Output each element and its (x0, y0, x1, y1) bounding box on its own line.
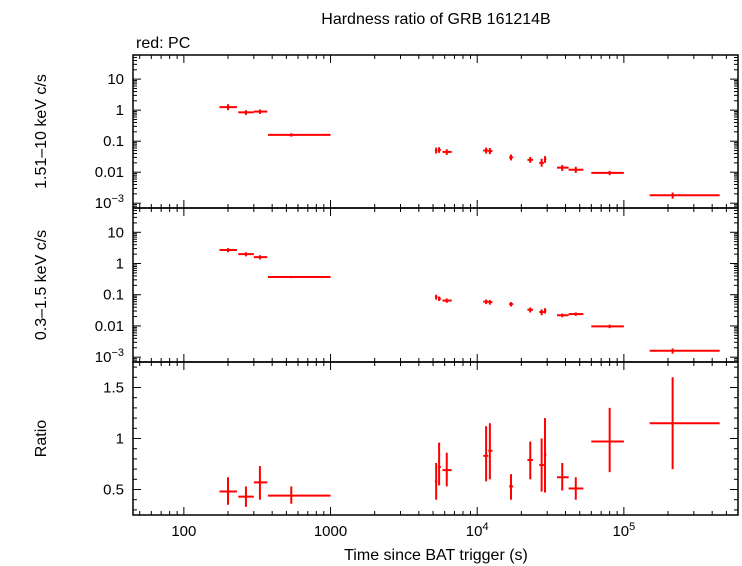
y-tick-label: 1 (116, 431, 124, 448)
data-point (238, 110, 254, 115)
data-point (539, 438, 544, 492)
data-point (442, 149, 452, 155)
x-tick-label: 104 (466, 521, 489, 540)
data-point (509, 154, 514, 161)
y-tick-label: 0.1 (103, 287, 124, 304)
data-point (543, 308, 547, 314)
data-point (437, 147, 441, 153)
data-point (509, 474, 514, 500)
data-point (219, 248, 237, 253)
data-point (219, 104, 237, 111)
data-point (437, 296, 441, 301)
data-point (539, 309, 544, 316)
data-point (509, 302, 514, 307)
data-point (253, 255, 268, 260)
data-point (568, 166, 584, 173)
data-point (539, 158, 544, 167)
data-point (591, 170, 624, 176)
data-point (488, 148, 493, 155)
data-point (238, 486, 254, 507)
data-point (556, 165, 569, 171)
y-tick-label: 0.01 (95, 164, 124, 181)
y-tick-label: 0.01 (95, 318, 124, 335)
data-point (543, 156, 547, 163)
data-point (268, 133, 331, 137)
data-point (483, 426, 489, 482)
y-tick-label: 10 (107, 224, 124, 241)
data-point (483, 299, 489, 305)
y-tick-label: 10−3 (95, 347, 124, 366)
data-point (649, 377, 720, 470)
data-point (238, 252, 254, 257)
data-point (268, 486, 331, 504)
data-point (568, 312, 584, 316)
data-point (556, 462, 569, 491)
data-point (253, 109, 268, 115)
data-point (268, 275, 331, 279)
data-point (543, 418, 547, 493)
data-point (527, 307, 533, 313)
data-point (442, 452, 452, 487)
data-point (649, 348, 720, 354)
x-tick-label: 1000 (314, 523, 347, 540)
y-axis-label: 0.3–1.5 keV c/s (33, 230, 50, 340)
data-point (649, 192, 720, 199)
data-point (253, 466, 268, 500)
data-point (488, 299, 493, 305)
data-point (568, 477, 584, 500)
chart-title: Hardness ratio of GRB 161214B (321, 11, 550, 28)
y-tick-label: 1 (116, 256, 124, 273)
data-point (527, 156, 533, 163)
data-point (483, 147, 489, 154)
y-tick-label: 1 (116, 102, 124, 119)
panel-frame (132, 54, 739, 209)
data-point (488, 423, 493, 480)
chart-subtitle: red: PC (136, 35, 190, 52)
panel-1: 10 1 0.1 0.01 10−3 1.51–10 keV c/s (33, 54, 739, 212)
y-axis-label: 1.51–10 keV c/s (33, 74, 50, 189)
y-tick-label: 1.5 (103, 380, 124, 397)
x-axis-label: Time since BAT trigger (s) (344, 547, 528, 564)
data-point (437, 442, 441, 486)
data-point (434, 147, 438, 154)
panel-3: 1.5 1 0.5 Ratio (33, 361, 739, 516)
y-axis-label: Ratio (33, 420, 50, 457)
panel-2: 10 1 0.1 0.01 10−3 0.3–1.5 keV c/s (33, 207, 739, 366)
data-point (527, 441, 533, 480)
data-point (434, 294, 438, 300)
panel-frame (132, 361, 739, 516)
y-tick-label: 10−3 (95, 193, 124, 212)
x-tick-labels: 100 1000 104 105 (171, 521, 635, 540)
x-tick-label: 105 (612, 521, 635, 540)
y-tick-label: 0.5 (103, 482, 124, 499)
data-point (556, 313, 569, 318)
x-tick-label: 100 (171, 523, 196, 540)
data-point (219, 477, 237, 505)
data-point (591, 407, 624, 473)
data-point (442, 298, 452, 303)
data-point (591, 324, 624, 329)
data-point (434, 462, 438, 500)
y-tick-label: 0.1 (103, 133, 124, 150)
y-tick-label: 10 (107, 71, 124, 88)
panel-frame (132, 207, 739, 363)
